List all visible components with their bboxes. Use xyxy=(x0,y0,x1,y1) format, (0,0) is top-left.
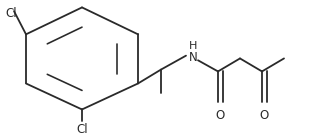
Text: Cl: Cl xyxy=(5,7,17,20)
Text: O: O xyxy=(259,109,269,122)
Text: Cl: Cl xyxy=(76,123,88,136)
Text: H: H xyxy=(189,41,197,51)
Text: N: N xyxy=(189,51,197,64)
Text: O: O xyxy=(215,109,225,122)
